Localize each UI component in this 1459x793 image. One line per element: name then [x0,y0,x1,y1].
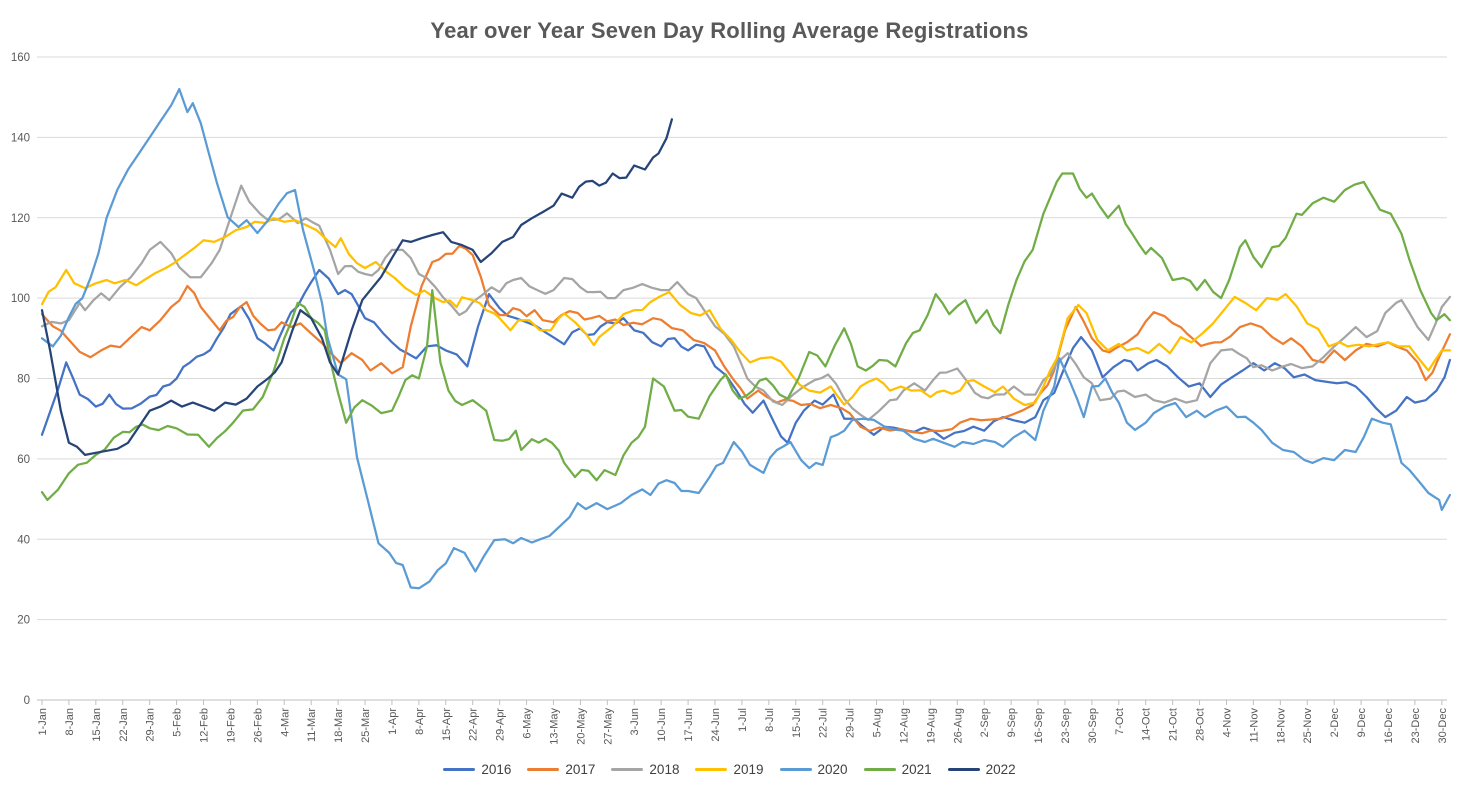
legend-item-2022: 2022 [947,762,1016,777]
x-axis-label: 14-Oct [1141,708,1153,741]
x-axis-label: 13-May [548,708,560,745]
legend-item-2019: 2019 [695,762,764,777]
legend-swatch-2020 [779,768,812,771]
legend-item-2021: 2021 [863,762,932,777]
series-line-2017 [40,244,1452,435]
x-axis-label: 4-Nov [1221,708,1233,738]
x-axis-label: 8-Jul [764,708,776,732]
x-axis-label: 30-Sep [1087,708,1099,743]
series-line-2016 [40,268,1452,444]
y-axis-label: 80 [17,374,30,386]
legend-item-2018: 2018 [611,762,679,777]
legend-swatch-2019 [695,768,728,771]
x-axis-label: 15-Apr [441,708,453,741]
y-axis-label: 20 [17,615,30,627]
chart-legend: 2016 2017 2018 2019 2020 2021 2022 [0,762,1459,777]
x-axis-label: 4-Mar [279,708,291,737]
x-axis-label: 1-Jan [37,708,49,736]
x-axis-label: 8-Jan [64,708,76,736]
x-axis-label: 23-Sep [1060,708,1072,743]
y-axis-label: 60 [17,454,30,466]
x-axis-label: 2-Sep [979,708,991,737]
legend-label: 2022 [985,762,1016,777]
x-axis-label: 19-Aug [925,708,937,743]
x-axis-label: 26-Aug [952,708,964,743]
x-axis-label: 2-Dec [1329,708,1341,738]
x-axis-label: 22-Jul [818,708,830,738]
y-axis-label: 40 [17,534,30,546]
y-axis-label: 0 [24,695,30,707]
x-axis-label: 22-Apr [468,708,480,741]
x-axis-label: 23-Dec [1410,708,1422,744]
x-axis-label: 3-Jun [629,708,641,736]
legend-swatch-2021 [863,768,896,771]
x-axis-label: 22-Jan [118,708,130,742]
chart-title: Year over Year Seven Day Rolling Average… [430,18,1029,43]
series-line-2020 [40,87,1452,590]
legend-swatch-2022 [947,768,980,771]
x-axis-label: 1-Jul [737,708,749,732]
x-axis-label: 29-Jan [145,708,157,742]
x-axis-label: 7-Oct [1114,708,1126,735]
x-axis-label: 29-Jul [845,708,857,738]
x-axis-label: 18-Nov [1275,708,1287,744]
legend-swatch-2016 [443,768,476,771]
x-axis-label: 26-Feb [252,708,264,743]
x-axis-label: 8-Apr [414,708,426,735]
x-axis-label: 10-Jun [656,708,668,742]
x-axis-label: 25-Nov [1302,708,1314,744]
x-axis-label: 27-May [602,708,614,745]
legend-item-2020: 2020 [779,762,848,777]
x-axis-label: 5-Aug [872,708,884,737]
x-axis-label: 11-Nov [1248,708,1260,743]
legend-label: 2021 [901,762,932,777]
series-line-2018 [40,184,1452,422]
x-axis-label: 6-May [522,708,534,739]
x-axis-label: 21-Oct [1168,708,1180,741]
x-axis-label: 16-Dec [1383,708,1395,744]
legend-label: 2017 [565,762,596,777]
x-axis-label: 15-Jul [791,708,803,738]
legend-swatch-2018 [611,768,644,771]
x-axis-label: 12-Aug [898,708,910,743]
x-axis-label: 5-Feb [172,708,184,737]
legend-item-2016: 2016 [443,762,511,777]
x-axis-label: 29-Apr [495,708,507,741]
x-axis-label: 16-Sep [1033,708,1045,743]
y-axis-label: 140 [11,132,30,144]
x-axis-label: 24-Jun [710,708,722,742]
x-axis-label: 9-Dec [1356,708,1368,738]
x-axis-label: 30-Dec [1437,708,1449,744]
x-axis-label: 19-Feb [225,708,237,743]
y-axis-label: 100 [11,293,30,305]
y-axis-label: 160 [11,52,30,64]
x-axis-label: 12-Feb [199,708,211,743]
series-line-2022 [40,118,674,457]
legend-label: 2019 [733,762,764,777]
x-axis-label: 25-Mar [360,708,372,743]
legend-label: 2020 [817,762,848,777]
x-axis-label: 15-Jan [91,708,103,742]
legend-label: 2018 [649,762,680,777]
x-axis-label: 9-Sep [1006,708,1018,737]
x-axis-label: 1-Apr [387,708,399,735]
x-axis-label: 18-Mar [333,708,345,743]
legend-swatch-2017 [527,768,560,771]
x-axis-label: 11-Mar [306,708,318,742]
y-axis-label: 120 [11,213,30,225]
x-axis-label: 28-Oct [1195,708,1207,741]
x-axis-label: 17-Jun [683,708,695,742]
series-line-2019 [40,217,1452,407]
legend-label: 2016 [481,762,512,777]
chart-plot-area: 0 20 40 60 80 100 120 140 160 1-Jan 8-Jan 15-Jan 22-… [11,52,1452,745]
x-axis-label: 20-May [575,708,587,745]
legend-item-2017: 2017 [527,762,595,777]
series-line-2021 [40,172,1452,502]
